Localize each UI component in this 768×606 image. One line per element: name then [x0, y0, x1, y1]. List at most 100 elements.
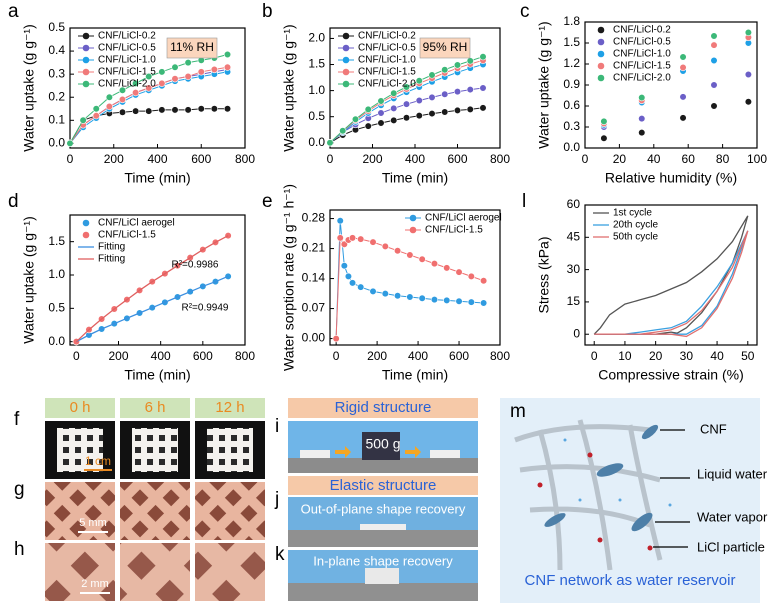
sample: [430, 450, 460, 458]
chart: 0.0 0.3 0.6 0.9 1.2 1.5 1.8 0 20 40 60 80 100 Relativ…: [520, 1, 767, 186]
x-tick-label: 10: [618, 349, 632, 363]
licl: [587, 452, 593, 458]
data-point: [744, 70, 753, 79]
data-point: [118, 95, 127, 104]
photo: [195, 543, 265, 601]
diagram-label: Liquid water: [697, 466, 768, 481]
data-point: [600, 134, 608, 142]
y-tick-label: 0.21: [302, 241, 326, 255]
data-point: [66, 139, 74, 147]
panel-label: g: [14, 479, 25, 500]
x-tick-label: 100: [747, 152, 767, 166]
y-tick-label: 1.0: [308, 83, 325, 97]
data-point: [223, 105, 232, 113]
data-point: [638, 93, 646, 102]
data-point: [480, 299, 488, 307]
data-point: [679, 53, 687, 61]
data-point: [158, 106, 166, 114]
x-axis-title: Relative humidity (%): [605, 170, 737, 186]
licl: [647, 545, 653, 551]
y-tick-label: 0.0: [48, 334, 65, 348]
data-point: [455, 268, 463, 276]
y-tick-label: 0.00: [302, 331, 326, 345]
data-point: [441, 66, 449, 74]
data-point: [744, 98, 753, 106]
legend-label: CNF/LiCl-0.5: [613, 37, 671, 48]
data-point: [369, 238, 377, 246]
y-axis-title: Stress (kPa): [536, 236, 552, 313]
series-line: [75, 235, 229, 343]
legend-marker: [82, 219, 90, 227]
data-point: [441, 90, 449, 98]
banner-text: Rigid structure: [335, 399, 432, 416]
x-tick-label: 20: [613, 152, 627, 166]
legend-label: Fitting: [98, 254, 125, 265]
annotation-box: [166, 37, 218, 59]
data-point: [184, 106, 192, 114]
panel-ijk: Rigid structure 500 g Elastic structure …: [274, 398, 478, 601]
data-point: [430, 259, 439, 268]
aerogel: [207, 428, 253, 472]
data-point: [364, 122, 372, 130]
x-tick-label: 600: [191, 152, 211, 166]
x-tick-label: 200: [362, 152, 382, 166]
legend-label: CNF/LiCl-0.2: [98, 31, 156, 42]
data-point: [600, 117, 608, 125]
table: [288, 583, 478, 601]
time-label: 0 h: [70, 399, 91, 416]
x-tick-label: 400: [147, 152, 167, 166]
banner-text: Elastic structure: [330, 477, 437, 494]
x-tick-label: 20: [649, 349, 663, 363]
water-drop: [631, 512, 653, 532]
data-point: [415, 77, 423, 85]
data-point: [428, 109, 436, 118]
data-point: [638, 114, 646, 123]
panel-label: c: [520, 1, 530, 22]
x-tick-label: 800: [490, 349, 510, 363]
y-tick-label: 1.8: [563, 14, 580, 28]
data-point: [339, 127, 347, 135]
data-point: [348, 279, 357, 287]
data-point: [105, 102, 113, 111]
weight-label: 500 g: [365, 436, 400, 452]
x-tick-label: 0: [67, 152, 74, 166]
panel-label: b: [262, 1, 273, 22]
x-tick-label: 60: [682, 152, 696, 166]
y-tick-label: 60: [567, 197, 581, 211]
annotation: R²=0.9949: [182, 303, 229, 314]
data-point: [357, 235, 365, 243]
y-tick-label: 15: [567, 294, 581, 308]
y-tick-label: 0.5: [308, 109, 325, 123]
y-tick-label: 2.0: [308, 31, 325, 45]
data-point: [415, 112, 423, 120]
data-point: [364, 105, 372, 113]
data-point: [145, 72, 153, 81]
data-point: [679, 93, 687, 101]
banner: [288, 476, 478, 495]
data-point: [224, 232, 232, 240]
y-tick-label: 1.2: [563, 56, 580, 70]
data-point: [171, 63, 179, 71]
x-tick-label: 600: [193, 349, 213, 363]
legend-label: CNF/LiCl-0.2: [613, 25, 671, 36]
data-point: [118, 108, 127, 116]
data-point: [92, 105, 100, 113]
plot-frame: [584, 21, 758, 149]
legend-label: CNF/LiCl-2.0: [613, 73, 671, 84]
x-tick-label: 200: [104, 152, 124, 166]
y-tick-label: 0.0: [48, 136, 65, 150]
data-point: [340, 262, 348, 270]
photo: [120, 543, 190, 601]
x-tick-label: 0: [333, 349, 340, 363]
data-point: [224, 272, 232, 280]
photo: [195, 482, 265, 540]
data-point: [223, 63, 232, 71]
chart: 0.0 0.1 0.2 0.3 0.4 0.5 0 200 400 600 800 Time (min…: [8, 1, 255, 186]
panel-label: i: [275, 416, 279, 437]
panel-label: m: [510, 401, 526, 422]
data-point: [710, 41, 718, 49]
data-point: [118, 86, 127, 94]
legend-label: CNF/LiCl-2.0: [98, 79, 156, 90]
data-point: [418, 255, 426, 263]
